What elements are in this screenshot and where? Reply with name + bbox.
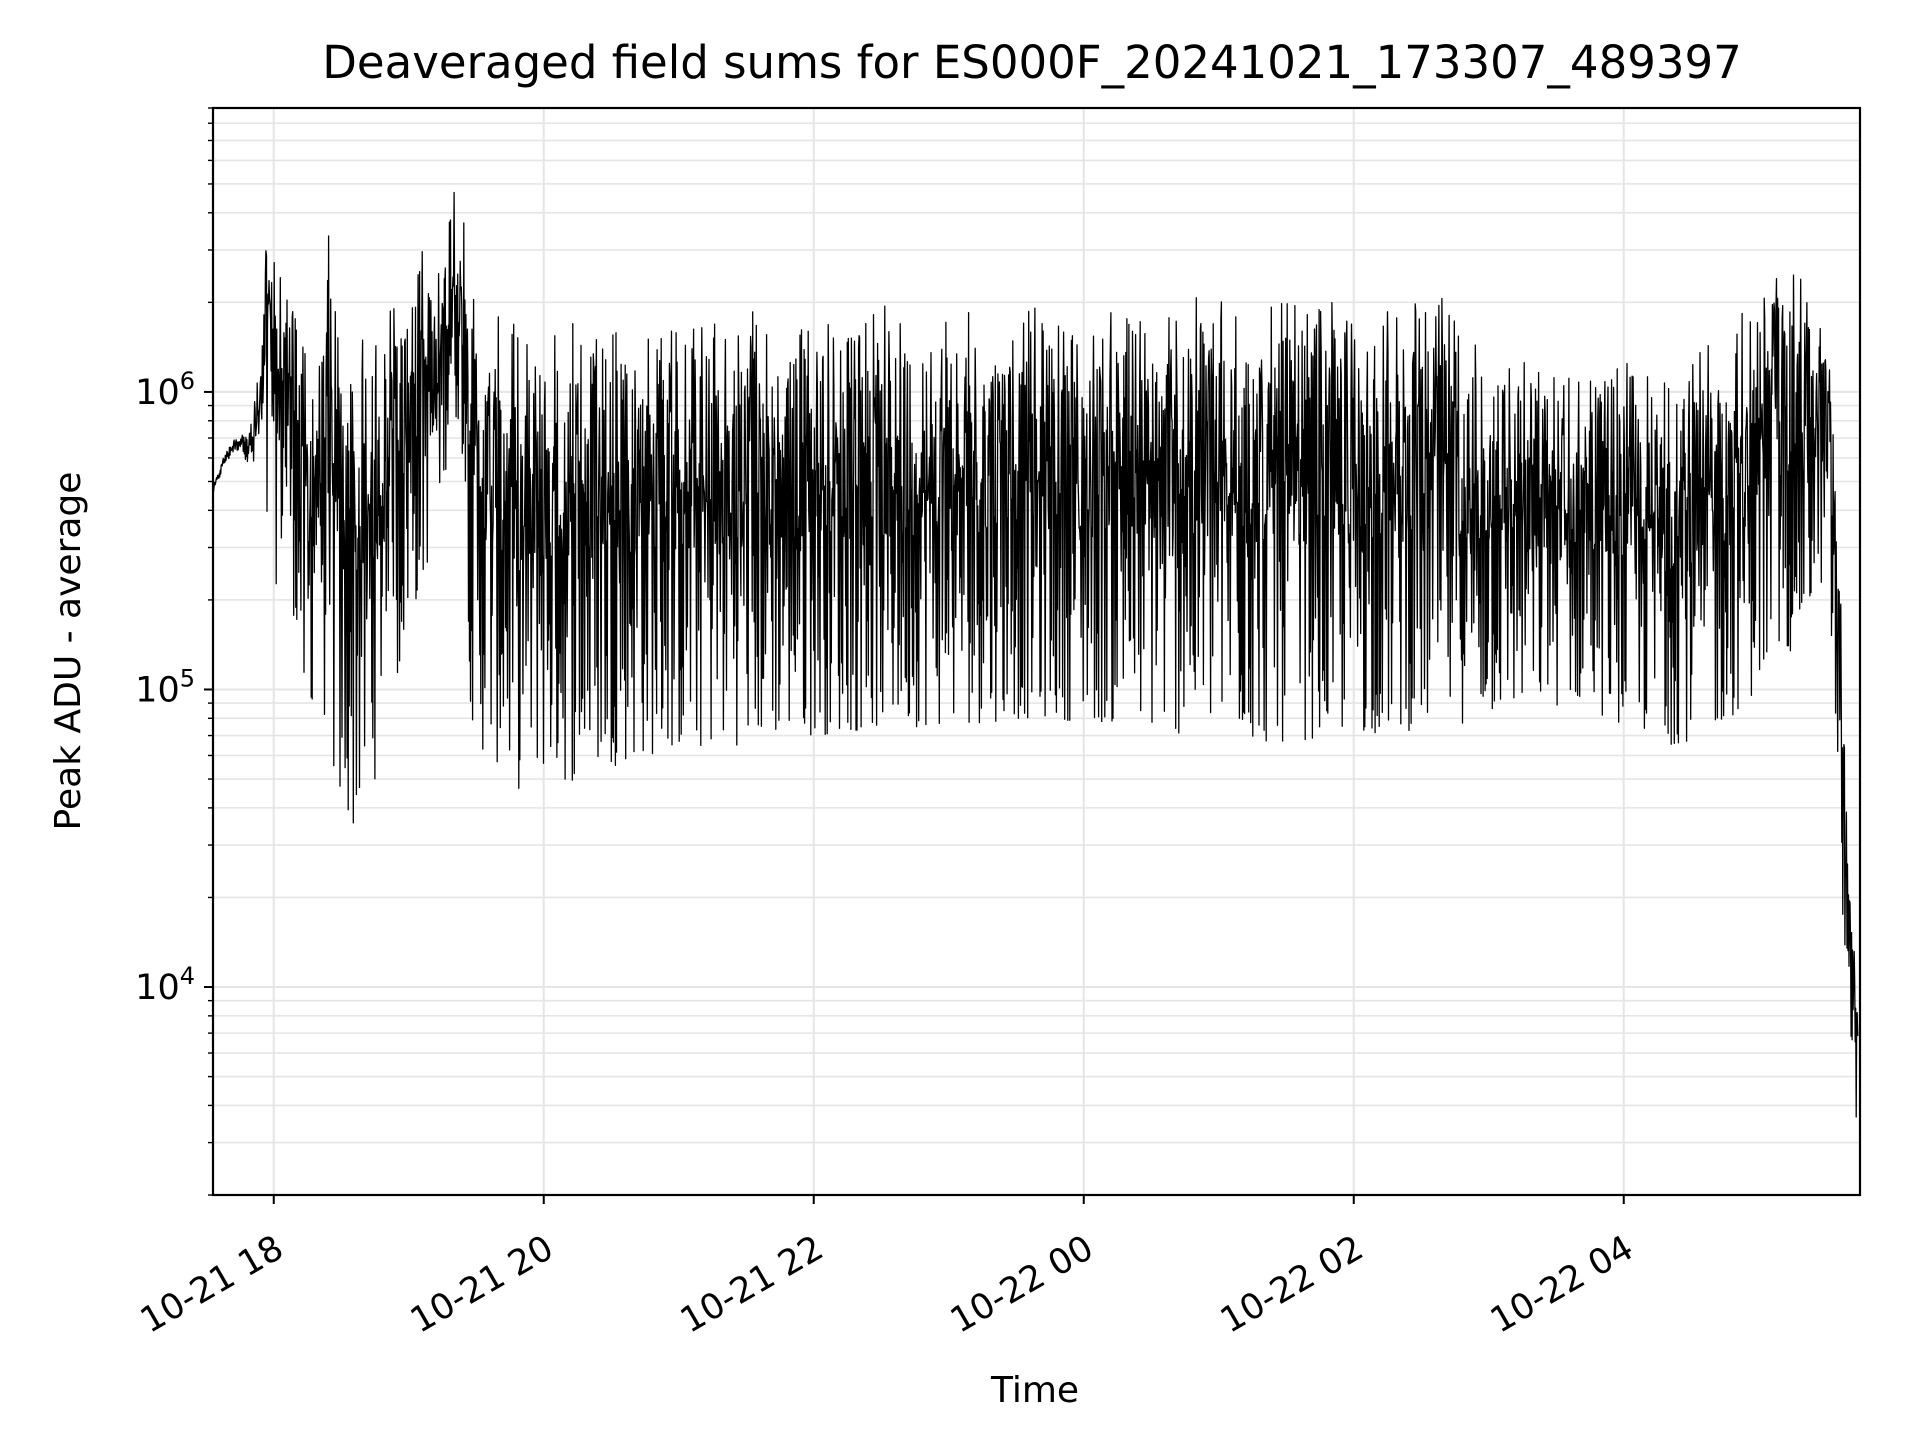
y-axis-label: Peak ADU - average [48, 472, 89, 831]
x-axis-label: Time [990, 1370, 1079, 1411]
series-layer [212, 191, 1859, 1118]
plot-frame [211, 106, 1862, 1197]
series-line [212, 191, 1859, 1118]
chart-title: Deaveraged field sums for ES000F_2024102… [322, 36, 1741, 89]
